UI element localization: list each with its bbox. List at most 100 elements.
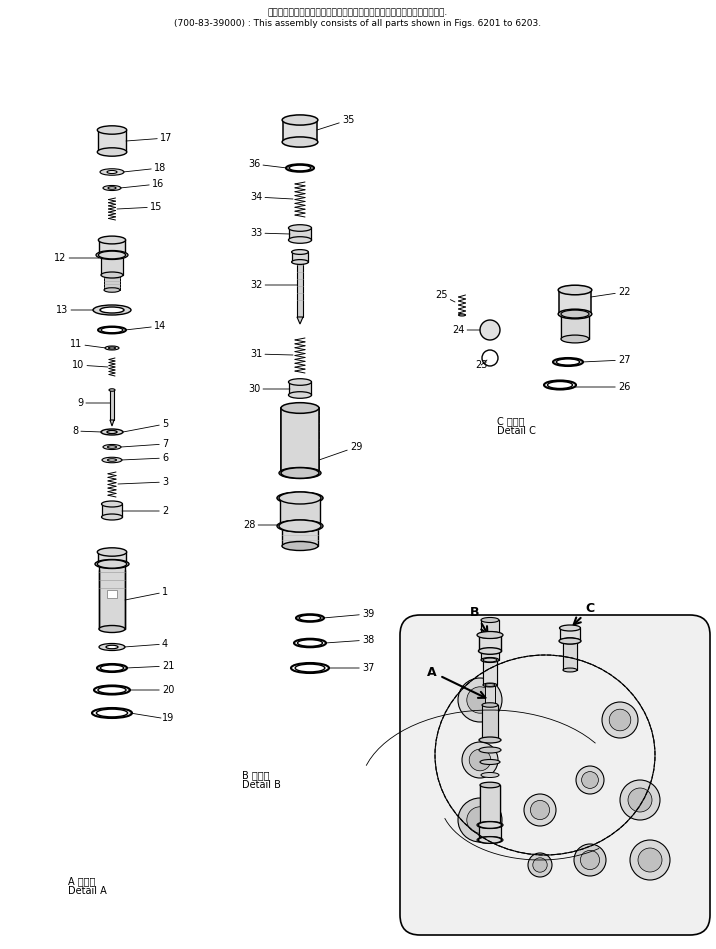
Ellipse shape <box>279 492 321 504</box>
Ellipse shape <box>480 759 500 765</box>
Circle shape <box>574 844 606 876</box>
Ellipse shape <box>478 632 501 639</box>
Circle shape <box>531 800 550 820</box>
Ellipse shape <box>282 542 318 550</box>
Circle shape <box>602 702 638 738</box>
Text: 30: 30 <box>248 384 290 394</box>
Bar <box>485 685 495 705</box>
Ellipse shape <box>101 272 123 278</box>
Ellipse shape <box>107 431 117 434</box>
Ellipse shape <box>479 747 501 753</box>
Circle shape <box>467 807 493 833</box>
Bar <box>283 120 317 142</box>
Ellipse shape <box>102 514 122 520</box>
Text: 16: 16 <box>120 179 164 189</box>
Text: 36: 36 <box>248 159 287 169</box>
Ellipse shape <box>478 648 501 654</box>
Text: 35: 35 <box>317 115 354 130</box>
Ellipse shape <box>277 492 323 504</box>
Text: 11: 11 <box>70 339 106 349</box>
Ellipse shape <box>107 446 117 448</box>
Ellipse shape <box>458 314 465 316</box>
Circle shape <box>469 749 490 771</box>
Text: A: A <box>427 665 485 698</box>
Ellipse shape <box>478 837 501 844</box>
Ellipse shape <box>97 126 127 134</box>
Ellipse shape <box>105 346 119 350</box>
Ellipse shape <box>109 389 115 391</box>
Ellipse shape <box>289 379 311 385</box>
Ellipse shape <box>101 429 123 435</box>
Text: このアセンブリの構成部品は第６２０１図から第６２０３図まで含みます.: このアセンブリの構成部品は第６２０１図から第６２０３図まで含みます. <box>268 8 448 17</box>
Text: 10: 10 <box>72 360 108 370</box>
Ellipse shape <box>482 703 498 707</box>
Ellipse shape <box>561 310 589 318</box>
Text: 28: 28 <box>243 520 282 530</box>
Circle shape <box>581 772 599 789</box>
Ellipse shape <box>558 286 592 295</box>
Text: Detail A: Detail A <box>68 886 107 896</box>
Ellipse shape <box>106 645 118 649</box>
Bar <box>561 314 589 339</box>
Text: 8: 8 <box>72 426 102 436</box>
Polygon shape <box>110 420 114 426</box>
Text: 3: 3 <box>118 477 168 487</box>
Ellipse shape <box>277 520 323 532</box>
Circle shape <box>638 848 662 872</box>
Ellipse shape <box>559 638 581 644</box>
Ellipse shape <box>282 115 318 125</box>
Ellipse shape <box>93 305 131 315</box>
Text: 5: 5 <box>123 419 168 432</box>
Circle shape <box>480 320 500 340</box>
Text: C 詳細図: C 詳細図 <box>497 416 525 426</box>
Bar <box>482 705 498 740</box>
Text: 32: 32 <box>250 280 297 290</box>
Circle shape <box>458 678 502 722</box>
Text: 20: 20 <box>128 685 175 695</box>
Ellipse shape <box>281 468 319 478</box>
Text: 34: 34 <box>250 192 293 202</box>
Ellipse shape <box>481 772 499 777</box>
Bar <box>107 590 117 598</box>
Text: 19: 19 <box>162 713 174 723</box>
Circle shape <box>581 850 599 869</box>
Ellipse shape <box>102 457 122 463</box>
Text: 14: 14 <box>125 321 166 331</box>
Text: B 詳細図: B 詳細図 <box>242 770 269 780</box>
Ellipse shape <box>297 261 303 263</box>
Ellipse shape <box>291 250 309 254</box>
Ellipse shape <box>99 643 125 650</box>
Bar <box>560 628 580 641</box>
Text: 6: 6 <box>121 453 168 463</box>
Ellipse shape <box>559 625 581 631</box>
Bar <box>289 382 311 395</box>
Ellipse shape <box>279 468 321 478</box>
Bar <box>101 255 123 275</box>
Ellipse shape <box>107 458 117 461</box>
Circle shape <box>528 853 552 877</box>
Ellipse shape <box>479 737 501 743</box>
Ellipse shape <box>481 658 499 662</box>
Bar <box>280 498 320 526</box>
Ellipse shape <box>95 560 129 568</box>
Text: 26: 26 <box>575 382 630 392</box>
Bar <box>559 290 591 314</box>
Bar <box>282 526 318 546</box>
Bar <box>99 564 125 629</box>
Text: 17: 17 <box>126 133 173 143</box>
Text: 12: 12 <box>54 253 99 263</box>
Circle shape <box>628 788 652 812</box>
Ellipse shape <box>563 638 577 642</box>
Text: 27: 27 <box>582 355 631 365</box>
Circle shape <box>458 798 502 842</box>
Ellipse shape <box>103 444 121 450</box>
Text: 23: 23 <box>475 360 488 370</box>
Ellipse shape <box>478 822 501 828</box>
Ellipse shape <box>107 171 117 174</box>
Ellipse shape <box>109 347 115 349</box>
Circle shape <box>609 709 631 731</box>
Ellipse shape <box>97 548 127 556</box>
Circle shape <box>576 766 604 794</box>
Ellipse shape <box>480 822 500 828</box>
Text: 38: 38 <box>325 635 374 645</box>
